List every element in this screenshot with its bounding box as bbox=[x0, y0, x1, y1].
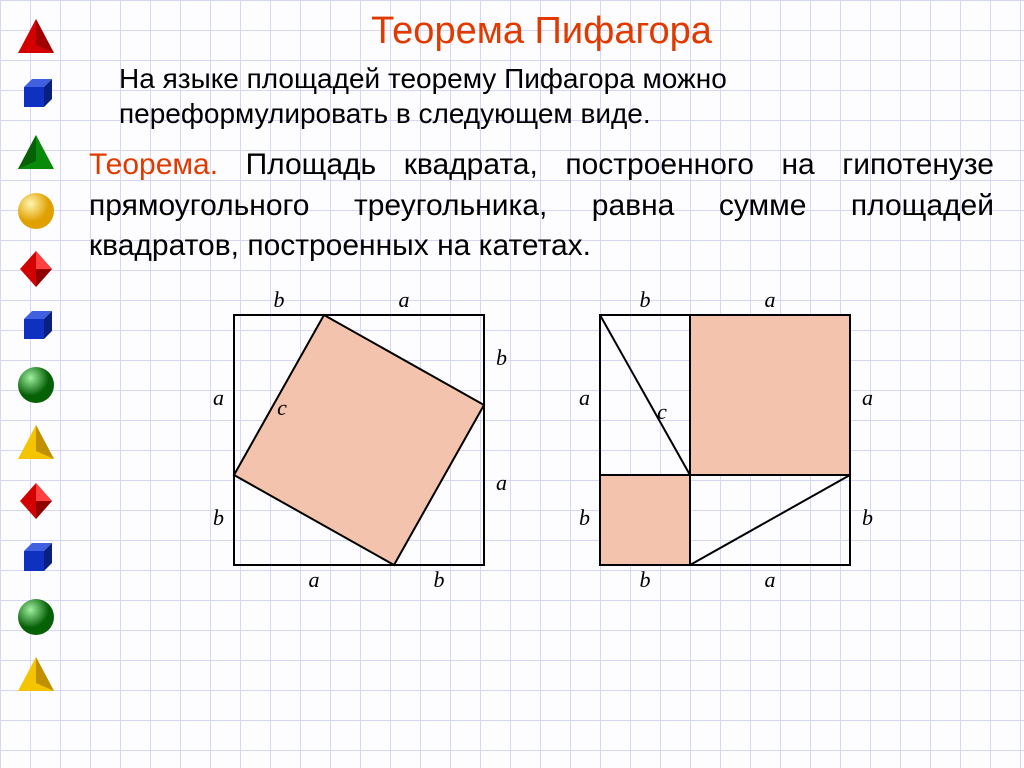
octa-red-icon bbox=[13, 246, 59, 292]
sphere-green-icon bbox=[13, 594, 59, 640]
lbl: b bbox=[213, 505, 224, 530]
lbl: b bbox=[862, 505, 873, 530]
lbl: c bbox=[277, 395, 287, 420]
cube-blue-icon bbox=[13, 536, 59, 582]
lbl: c bbox=[657, 399, 667, 424]
lbl: a bbox=[308, 567, 319, 592]
tetra-red-icon bbox=[13, 14, 59, 60]
slide-content: Теорема Пифагора На языке площадей теоре… bbox=[75, 0, 1024, 768]
tetra-yellow-icon bbox=[13, 420, 59, 466]
lbl: a bbox=[496, 470, 507, 495]
decorative-shape-strip bbox=[0, 0, 72, 768]
sphere-yellow-icon bbox=[13, 188, 59, 234]
lbl: b bbox=[273, 287, 284, 312]
theorem-label: Теорема. bbox=[89, 148, 218, 181]
lbl: a bbox=[213, 385, 224, 410]
theorem-statement: Теорема. Площадь квадрата, построенного … bbox=[89, 145, 994, 267]
slide-title: Теорема Пифагора bbox=[89, 10, 994, 53]
lbl: b bbox=[496, 345, 507, 370]
diagram-left: b a b a b a b a c bbox=[204, 285, 514, 595]
tetra-yellow-icon bbox=[13, 652, 59, 698]
lbl: b bbox=[433, 567, 444, 592]
cube-blue-icon bbox=[13, 304, 59, 350]
diagram-row: b a b a b a b a c bbox=[89, 285, 994, 595]
lbl: a bbox=[579, 385, 590, 410]
sphere-green-icon bbox=[13, 362, 59, 408]
lbl: a bbox=[764, 287, 775, 312]
diagram-right: b a a b b a a b c bbox=[570, 285, 880, 595]
lbl: a bbox=[398, 287, 409, 312]
theorem-body: Площадь квадрата, построенного на гипоте… bbox=[89, 148, 994, 262]
lbl: b bbox=[639, 567, 650, 592]
lbl: b bbox=[579, 505, 590, 530]
intro-text: На языке площадей теорему Пифагора можно… bbox=[89, 61, 994, 131]
cube-blue-icon bbox=[13, 72, 59, 118]
lbl: a bbox=[862, 385, 873, 410]
lbl: b bbox=[639, 287, 650, 312]
tetra-green-icon bbox=[13, 130, 59, 176]
lbl: a bbox=[764, 567, 775, 592]
octa-red-icon bbox=[13, 478, 59, 524]
